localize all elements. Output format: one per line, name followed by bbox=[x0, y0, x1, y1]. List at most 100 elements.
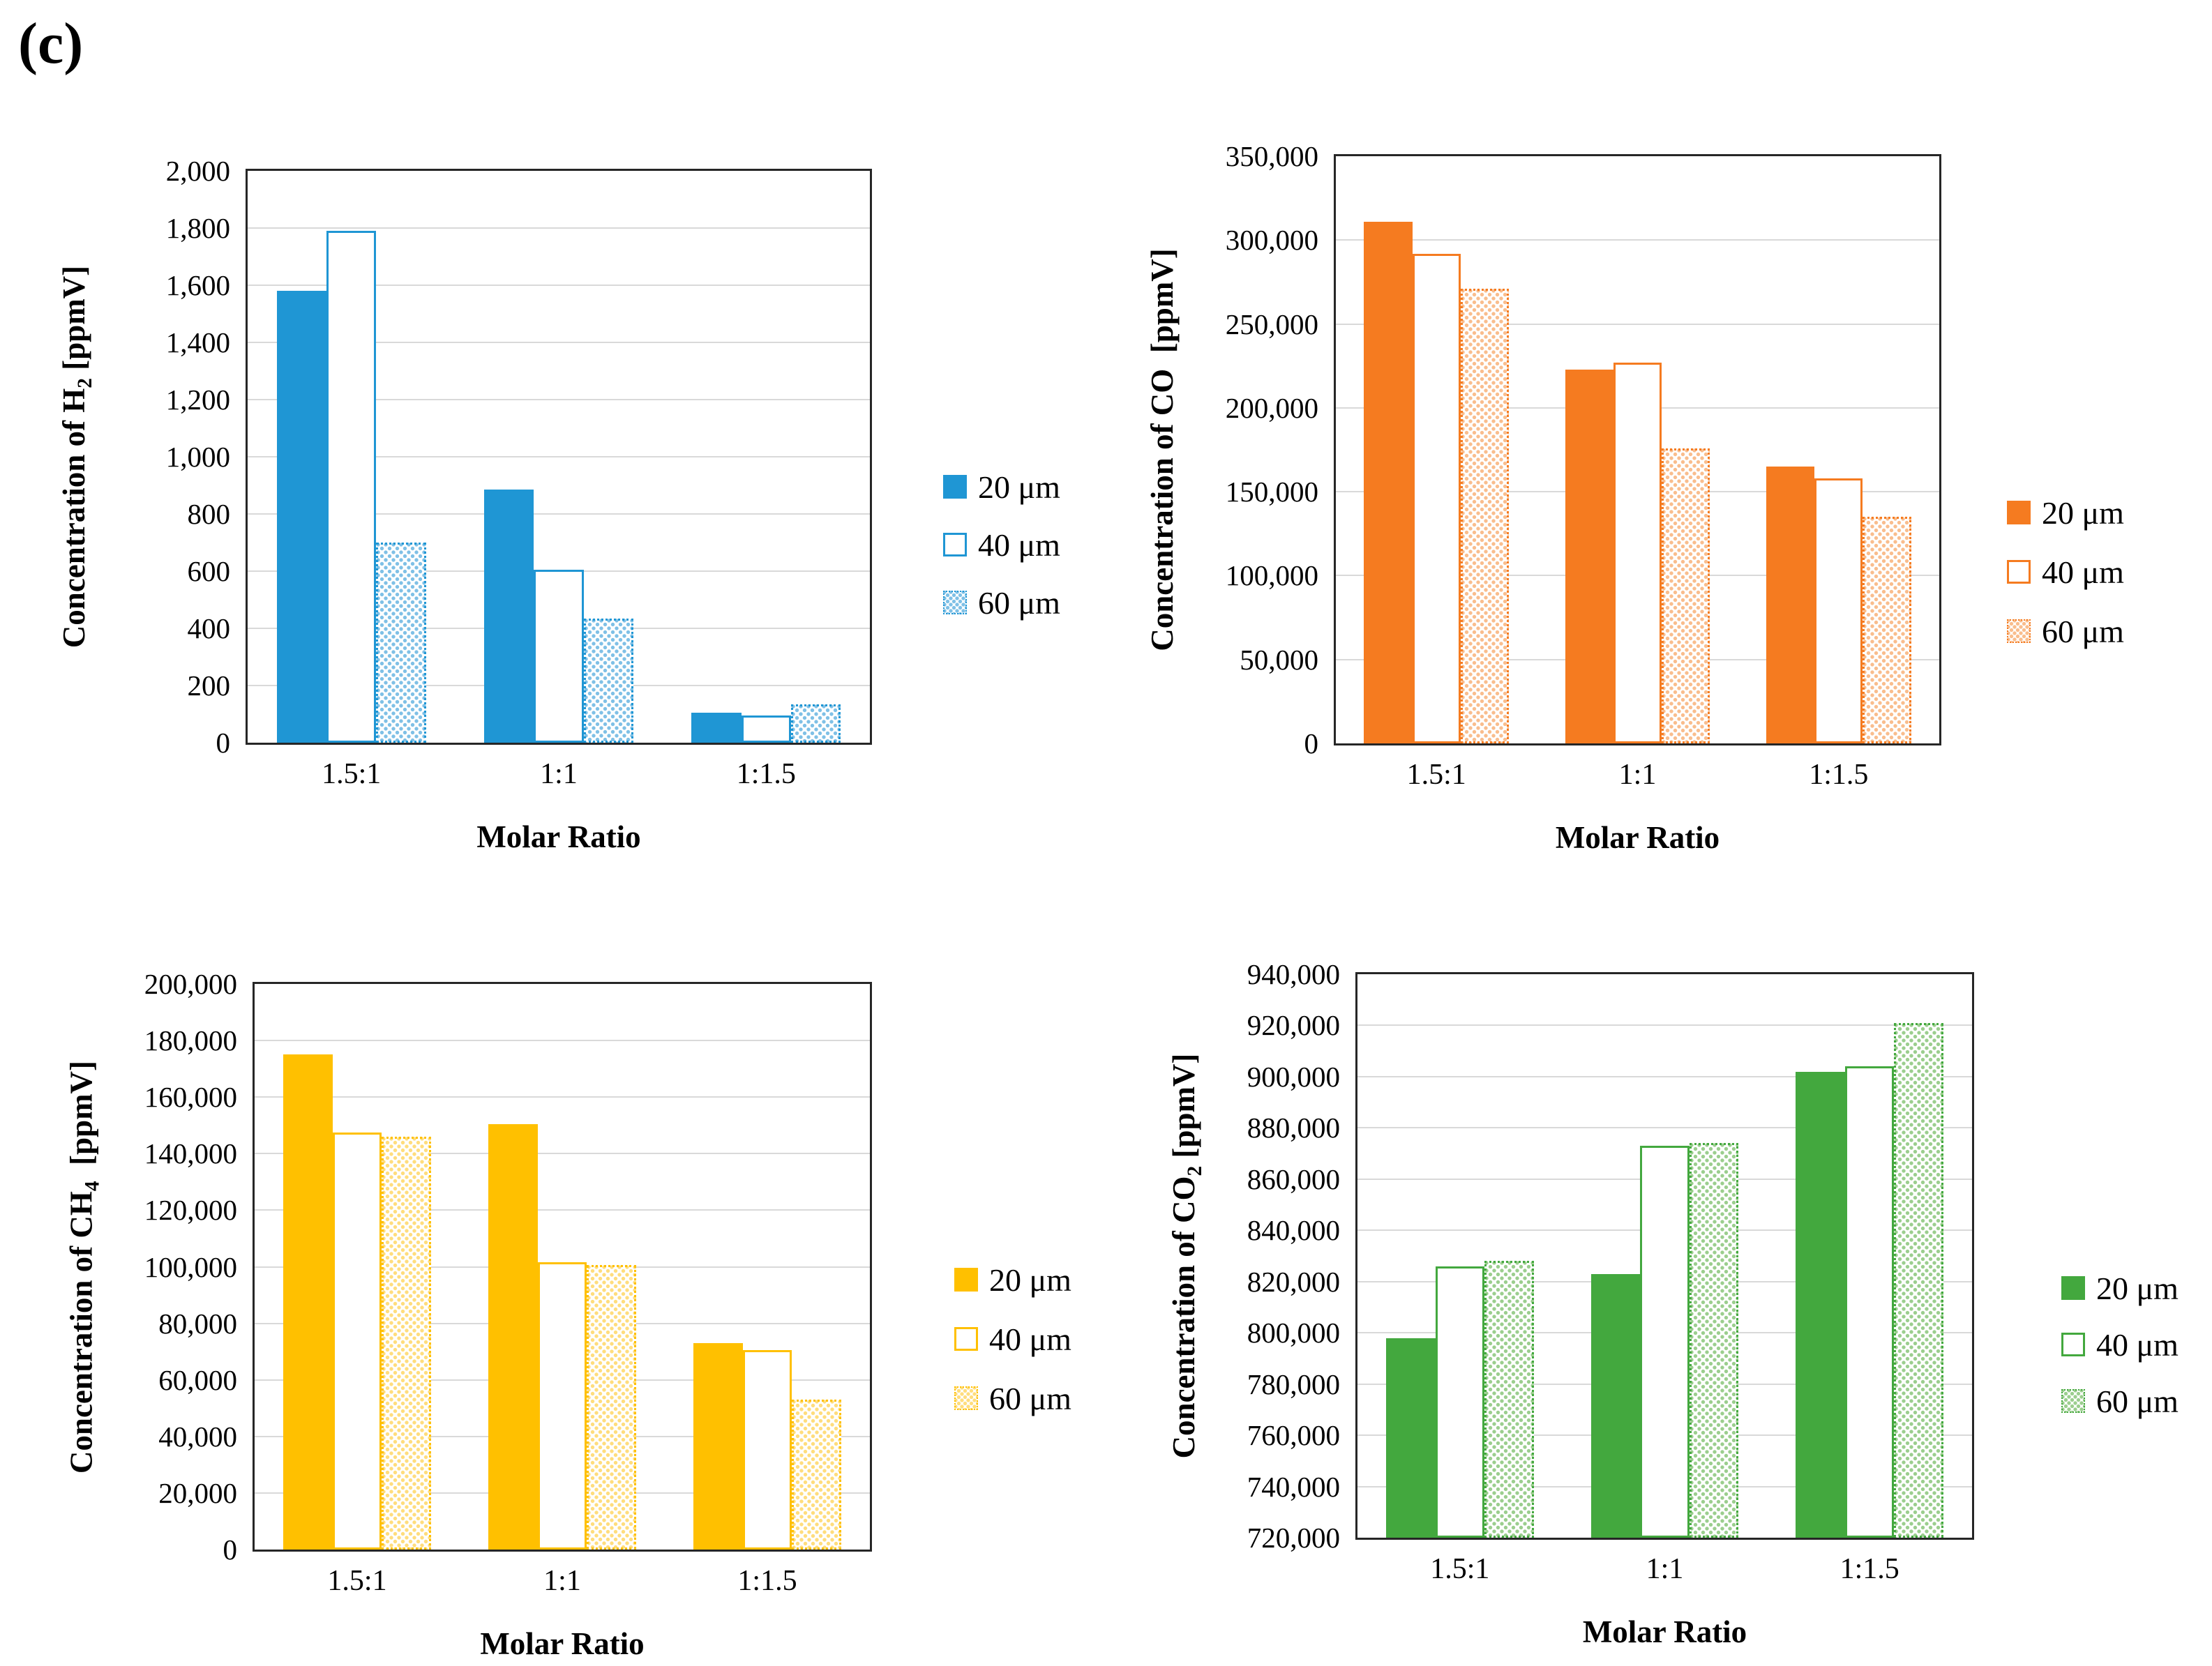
gridline bbox=[1357, 1127, 1972, 1129]
y-axis-tick-label: 1,000 bbox=[165, 441, 230, 473]
x-axis-title: Molar Ratio bbox=[1582, 1614, 1747, 1649]
plot-area bbox=[246, 169, 872, 745]
outline-swatch-icon bbox=[2007, 560, 2031, 584]
bar-series0-cat0 bbox=[1386, 1338, 1436, 1538]
legend-item: 20 μm bbox=[2061, 1269, 2179, 1308]
gridline bbox=[255, 1040, 870, 1042]
solid-swatch-icon bbox=[954, 1268, 978, 1292]
bar-series0-cat2 bbox=[691, 712, 742, 743]
solid-swatch-icon bbox=[2061, 1276, 2085, 1300]
legend-label: 40 μm bbox=[2096, 1326, 2179, 1363]
dotted-swatch-icon bbox=[2007, 619, 2031, 643]
bar-series0-cat1 bbox=[1565, 369, 1613, 743]
y-axis-tick-label: 140,000 bbox=[144, 1137, 237, 1170]
y-axis-tick-label: 760,000 bbox=[1247, 1419, 1340, 1452]
bar-series1-cat0 bbox=[1435, 1266, 1485, 1538]
y-axis-tick-label: 20,000 bbox=[158, 1476, 237, 1509]
bar-series0-cat2 bbox=[1796, 1071, 1845, 1538]
y-axis-tick-label: 160,000 bbox=[144, 1081, 237, 1114]
y-axis-tick-label: 820,000 bbox=[1247, 1265, 1340, 1298]
y-axis-tick-label: 400 bbox=[187, 612, 231, 644]
legend-label: 60 μm bbox=[2096, 1383, 2179, 1419]
legend-item: 40 μm bbox=[954, 1319, 1071, 1358]
y-axis-tick-label: 840,000 bbox=[1247, 1214, 1340, 1247]
y-axis-tick-label: 60,000 bbox=[158, 1363, 237, 1396]
plot-area bbox=[1355, 972, 1974, 1540]
bar-series1-cat2 bbox=[1814, 478, 1863, 743]
legend-label: 40 μm bbox=[978, 527, 1060, 563]
plot-area bbox=[1334, 154, 1941, 745]
legend-label: 20 μm bbox=[978, 469, 1060, 505]
y-axis-tick-label: 1,400 bbox=[165, 326, 230, 358]
gridline bbox=[248, 513, 870, 515]
bar-series2-cat0 bbox=[1460, 289, 1509, 743]
y-axis-tick-label: 100,000 bbox=[1225, 559, 1318, 592]
y-axis-title-text: [ppmV] bbox=[1166, 1053, 1201, 1166]
bar-series0-cat1 bbox=[1590, 1273, 1641, 1538]
bar-series2-cat1 bbox=[583, 618, 634, 743]
bar-series2-cat2 bbox=[792, 1400, 841, 1550]
y-axis-tick-label: 800 bbox=[187, 498, 231, 530]
gridline bbox=[248, 399, 870, 400]
y-axis-tick-label: 1,600 bbox=[165, 269, 230, 301]
legend-label: 20 μm bbox=[989, 1262, 1071, 1298]
legend-item: 60 μm bbox=[2061, 1381, 2179, 1421]
dotted-swatch-icon bbox=[2061, 1389, 2085, 1413]
y-axis-tick-label: 250,000 bbox=[1225, 308, 1318, 340]
bar-series0-cat0 bbox=[283, 1054, 333, 1550]
bar-series1-cat0 bbox=[326, 231, 377, 743]
x-axis-tick-label: 1:1.5 bbox=[737, 1565, 797, 1597]
legend-item: 40 μm bbox=[2007, 552, 2124, 591]
legend-label: 40 μm bbox=[989, 1321, 1071, 1357]
legend-item: 60 μm bbox=[954, 1379, 1071, 1418]
y-axis-tick-label: 50,000 bbox=[1240, 643, 1318, 676]
bar-series0-cat2 bbox=[1766, 467, 1815, 743]
legend-label: 60 μm bbox=[978, 584, 1060, 621]
gridline bbox=[248, 227, 870, 229]
legend-item: 40 μm bbox=[2061, 1325, 2179, 1364]
bar-series1-cat1 bbox=[534, 569, 584, 743]
x-axis-tick-label: 1:1 bbox=[540, 758, 578, 790]
gridline bbox=[255, 1096, 870, 1098]
gridline bbox=[1357, 1075, 1972, 1077]
y-axis-tick-label: 800,000 bbox=[1247, 1317, 1340, 1349]
y-axis-tick-label: 1,200 bbox=[165, 384, 230, 416]
figure-label: (c) bbox=[18, 11, 84, 76]
bar-series0-cat1 bbox=[483, 490, 534, 743]
y-axis-title: Concentration of CO2 [ppmV] bbox=[1166, 972, 1210, 1540]
gridline bbox=[248, 342, 870, 343]
x-axis-tick-label: 1.5:1 bbox=[327, 1565, 387, 1597]
x-axis-tick-label: 1:1 bbox=[1618, 759, 1657, 791]
y-axis-tick-label: 880,000 bbox=[1247, 1112, 1340, 1144]
y-axis-tick-label: 180,000 bbox=[144, 1024, 237, 1057]
bar-series2-cat2 bbox=[1894, 1022, 1943, 1538]
bar-series1-cat2 bbox=[742, 1350, 792, 1550]
y-axis-tick-label: 100,000 bbox=[144, 1250, 237, 1283]
bar-series0-cat2 bbox=[693, 1343, 743, 1550]
x-axis-tick-label: 1.5:1 bbox=[1406, 759, 1466, 791]
legend-label: 20 μm bbox=[2096, 1270, 2179, 1306]
legend-item: 40 μm bbox=[943, 525, 1060, 564]
y-axis-tick-label: 920,000 bbox=[1247, 1009, 1340, 1042]
outline-swatch-icon bbox=[2061, 1333, 2085, 1356]
plot-area bbox=[253, 982, 872, 1552]
solid-swatch-icon bbox=[2007, 501, 2031, 524]
legend-label: 20 μm bbox=[2042, 494, 2124, 531]
y-axis-tick-label: 940,000 bbox=[1247, 958, 1340, 990]
bar-series1-cat0 bbox=[1412, 253, 1461, 743]
x-axis-tick-label: 1:1 bbox=[543, 1565, 581, 1597]
y-axis-tick-label: 200 bbox=[187, 669, 231, 702]
y-axis-tick-label: 860,000 bbox=[1247, 1163, 1340, 1195]
bar-series2-cat1 bbox=[1662, 448, 1710, 743]
y-axis-tick-label: 2,000 bbox=[165, 155, 230, 187]
x-axis-title: Molar Ratio bbox=[1555, 820, 1720, 855]
y-axis-tick-label: 300,000 bbox=[1225, 224, 1318, 257]
y-axis-tick-label: 80,000 bbox=[158, 1307, 237, 1340]
legend-label: 60 μm bbox=[989, 1380, 1071, 1416]
bar-series1-cat1 bbox=[1613, 362, 1662, 743]
y-axis-tick-label: 120,000 bbox=[144, 1194, 237, 1227]
gridline bbox=[255, 1209, 870, 1211]
